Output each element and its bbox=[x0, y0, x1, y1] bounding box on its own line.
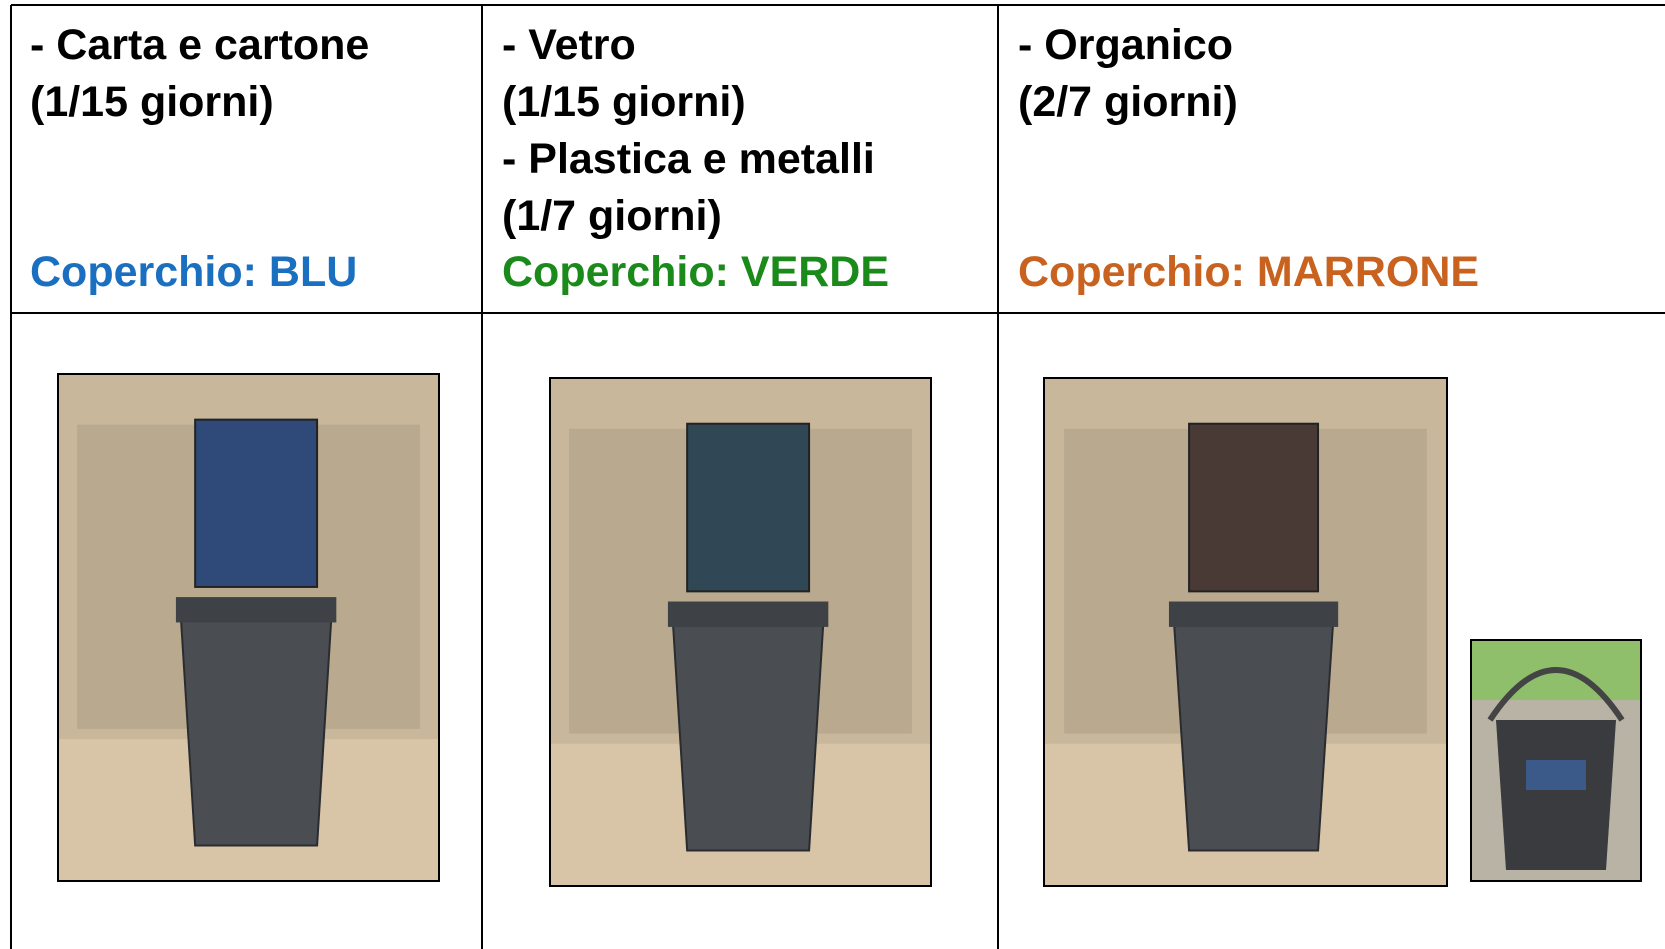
lid-color: Coperchio: BLU bbox=[30, 248, 358, 296]
cell-text: - Organico (2/7 giorni) bbox=[1018, 21, 1238, 126]
photo bbox=[1470, 639, 1642, 882]
lid-color: Coperchio: VERDE bbox=[502, 248, 890, 296]
photo bbox=[1043, 377, 1448, 887]
lid-color: Coperchio: MARRONE bbox=[1018, 248, 1480, 296]
cell-text: - Vetro (1/15 giorni) - Plastica e metalli… bbox=[502, 21, 875, 240]
photo bbox=[549, 377, 932, 887]
photo bbox=[57, 373, 440, 882]
cell-text: - Carta e cartone (1/15 giorni) bbox=[30, 21, 370, 126]
